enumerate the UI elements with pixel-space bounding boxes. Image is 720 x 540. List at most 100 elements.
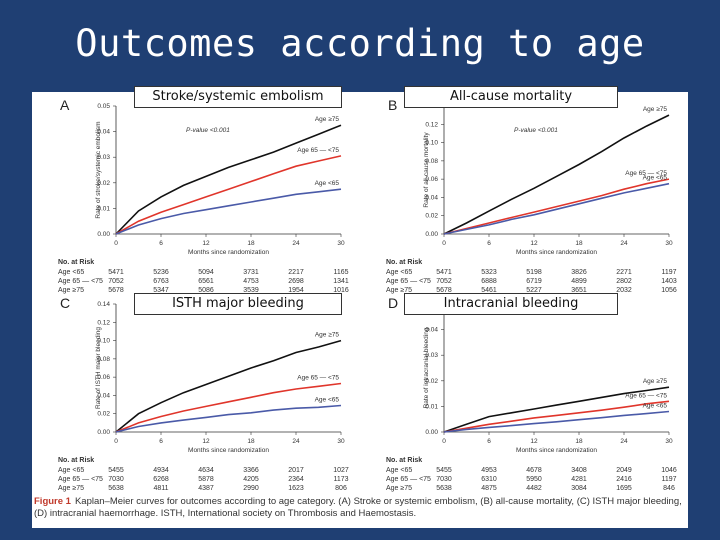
x-tick-label: 0 <box>442 438 446 445</box>
panel-a: A Rate of stroke/systemic embolism 0.00 0.0… <box>36 94 356 294</box>
chart-stroke-embolism: A Rate of stroke/systemic embolism 0.00 0.0… <box>58 97 349 294</box>
y-tick-label: 0.02 <box>97 411 110 418</box>
risk-cell: 1197 <box>661 476 676 483</box>
slide-title: Outcomes according to age <box>75 22 645 65</box>
y-tick-label: 0.06 <box>425 176 438 183</box>
risk-cell: 5347 <box>153 287 169 294</box>
risk-cell: 2217 <box>288 269 304 276</box>
x-tick-label: 30 <box>665 438 673 445</box>
risk-row-label: Age ≥75 <box>58 287 84 294</box>
risk-cell: 1056 <box>661 287 677 294</box>
y-axis-label: Rate of stroke/systemic embolism <box>95 121 102 218</box>
y-tick-label: 0.14 <box>97 301 110 308</box>
risk-cell: 5323 <box>481 269 497 276</box>
risk-cell: 7052 <box>436 278 452 285</box>
risk-cell: 1027 <box>333 467 349 474</box>
risk-row-label: Age <65 <box>386 467 412 474</box>
y-tick-label: 0.01 <box>425 403 438 410</box>
y-tick-label: 0.10 <box>97 338 110 345</box>
y-tick-label: 0.06 <box>97 374 110 381</box>
label-all-cause-mortality: All-cause mortality <box>404 86 618 108</box>
panel-d: D Rate of intracranial bleeding 0.00 0.01 0.… <box>364 292 684 492</box>
risk-cell: 1197 <box>661 269 676 276</box>
y-tick-label: 0.00 <box>97 231 110 238</box>
y-tick-label: 0.08 <box>425 158 438 165</box>
x-tick-label: 12 <box>530 240 538 247</box>
x-tick-label: 24 <box>292 240 300 247</box>
risk-cell: 5236 <box>153 269 169 276</box>
x-tick-label: 18 <box>575 240 583 247</box>
series-label-age-lt65: Age <65 <box>315 396 340 403</box>
p-value-label: P-value <0.001 <box>514 127 558 134</box>
label-intracranial-bleeding: Intracranial bleeding <box>404 293 618 315</box>
y-tick-label: 0.02 <box>425 378 438 385</box>
series-label-age-lt65: Age <65 <box>643 175 668 182</box>
chart-intracranial-bleeding: D Rate of intracranial bleeding 0.00 0.01 0.… <box>386 295 677 492</box>
risk-cell: 4482 <box>526 485 542 492</box>
chart-all-cause-mortality: B Rate of all-cause mortality 0.00 0.02 0.04… <box>386 97 677 294</box>
x-tick-label: 0 <box>114 240 118 247</box>
series-line-age-75 <box>443 386 670 433</box>
risk-cell: 4811 <box>153 485 168 492</box>
series-label-age-75: Age ≥75 <box>315 116 340 123</box>
risk-cell: 5638 <box>436 485 452 492</box>
risk-cell: 3539 <box>243 287 259 294</box>
x-tick-label: 12 <box>202 438 210 445</box>
risk-cell: 4934 <box>153 467 169 474</box>
risk-cell: 2032 <box>616 287 632 294</box>
panel-b: B Rate of all-cause mortality 0.00 0.02 0.04… <box>364 94 684 294</box>
risk-cell: 2416 <box>616 476 632 483</box>
risk-cell: 1016 <box>333 287 349 294</box>
x-tick-label: 18 <box>575 438 583 445</box>
y-tick-label: 0.00 <box>97 429 110 436</box>
p-value-label: P-value <0.001 <box>186 127 230 134</box>
series-label-age-lt65: Age <65 <box>315 180 340 187</box>
risk-row-label: Age 65 — <75 <box>386 278 431 285</box>
x-tick-label: 6 <box>487 240 491 247</box>
x-axis-label: Months since randomization <box>188 249 269 256</box>
chart-isth-major-bleeding: C Rate of ISTH major bleeding 0.00 0.02 0.04… <box>58 295 349 492</box>
x-tick-label: 0 <box>442 240 446 247</box>
caption-figure-label: Figure 1 <box>34 496 71 507</box>
risk-row-label: Age ≥75 <box>58 485 84 492</box>
risk-cell: 5094 <box>198 269 214 276</box>
series-line-age-lt65 <box>115 188 342 235</box>
risk-cell: 1173 <box>333 476 348 483</box>
risk-cell: 4281 <box>571 476 587 483</box>
risk-table-title: No. at Risk <box>386 457 422 464</box>
risk-cell: 1623 <box>288 485 304 492</box>
y-tick-label: 0.08 <box>97 356 110 363</box>
figure-caption: Figure 1 Kaplan–Meier curves for outcomes… <box>34 496 684 520</box>
y-axis-label: Rate of all-cause mortality <box>423 132 430 208</box>
risk-cell: 2802 <box>616 278 632 285</box>
risk-cell: 3366 <box>243 467 259 474</box>
x-axis-label: Months since randomization <box>516 447 597 454</box>
y-tick-label: 0.12 <box>97 319 110 326</box>
risk-row-label: Age 65 — <75 <box>58 476 103 483</box>
risk-cell: 5678 <box>108 287 124 294</box>
risk-cell: 4899 <box>571 278 587 285</box>
risk-cell: 1046 <box>661 467 677 474</box>
risk-cell: 5878 <box>198 476 214 483</box>
x-tick-label: 24 <box>620 240 628 247</box>
y-tick-label: 0.04 <box>97 392 110 399</box>
series-label-age-65-75: Age 65 — <75 <box>297 375 339 382</box>
risk-cell: 5086 <box>198 287 214 294</box>
risk-cell: 4953 <box>481 467 497 474</box>
x-tick-label: 6 <box>159 240 163 247</box>
risk-cell: 2017 <box>288 467 304 474</box>
risk-cell: 4753 <box>243 278 259 285</box>
risk-cell: 4678 <box>526 467 542 474</box>
series-label-age-65-75: Age 65 — <75 <box>297 147 339 154</box>
x-tick-label: 24 <box>292 438 300 445</box>
x-axis-label: Months since randomization <box>188 447 269 454</box>
series-label-age-75: Age ≥75 <box>643 106 668 113</box>
x-tick-label: 12 <box>530 438 538 445</box>
series-line-age-75 <box>115 339 342 433</box>
risk-row-label: Age 65 — <75 <box>58 278 103 285</box>
y-tick-label: 0.04 <box>97 129 110 136</box>
y-tick-label: 0.04 <box>425 194 438 201</box>
y-tick-label: 0.03 <box>97 154 110 161</box>
label-isth-major-bleeding: ISTH major bleeding <box>134 293 342 315</box>
series-line-age-lt65 <box>443 410 670 433</box>
